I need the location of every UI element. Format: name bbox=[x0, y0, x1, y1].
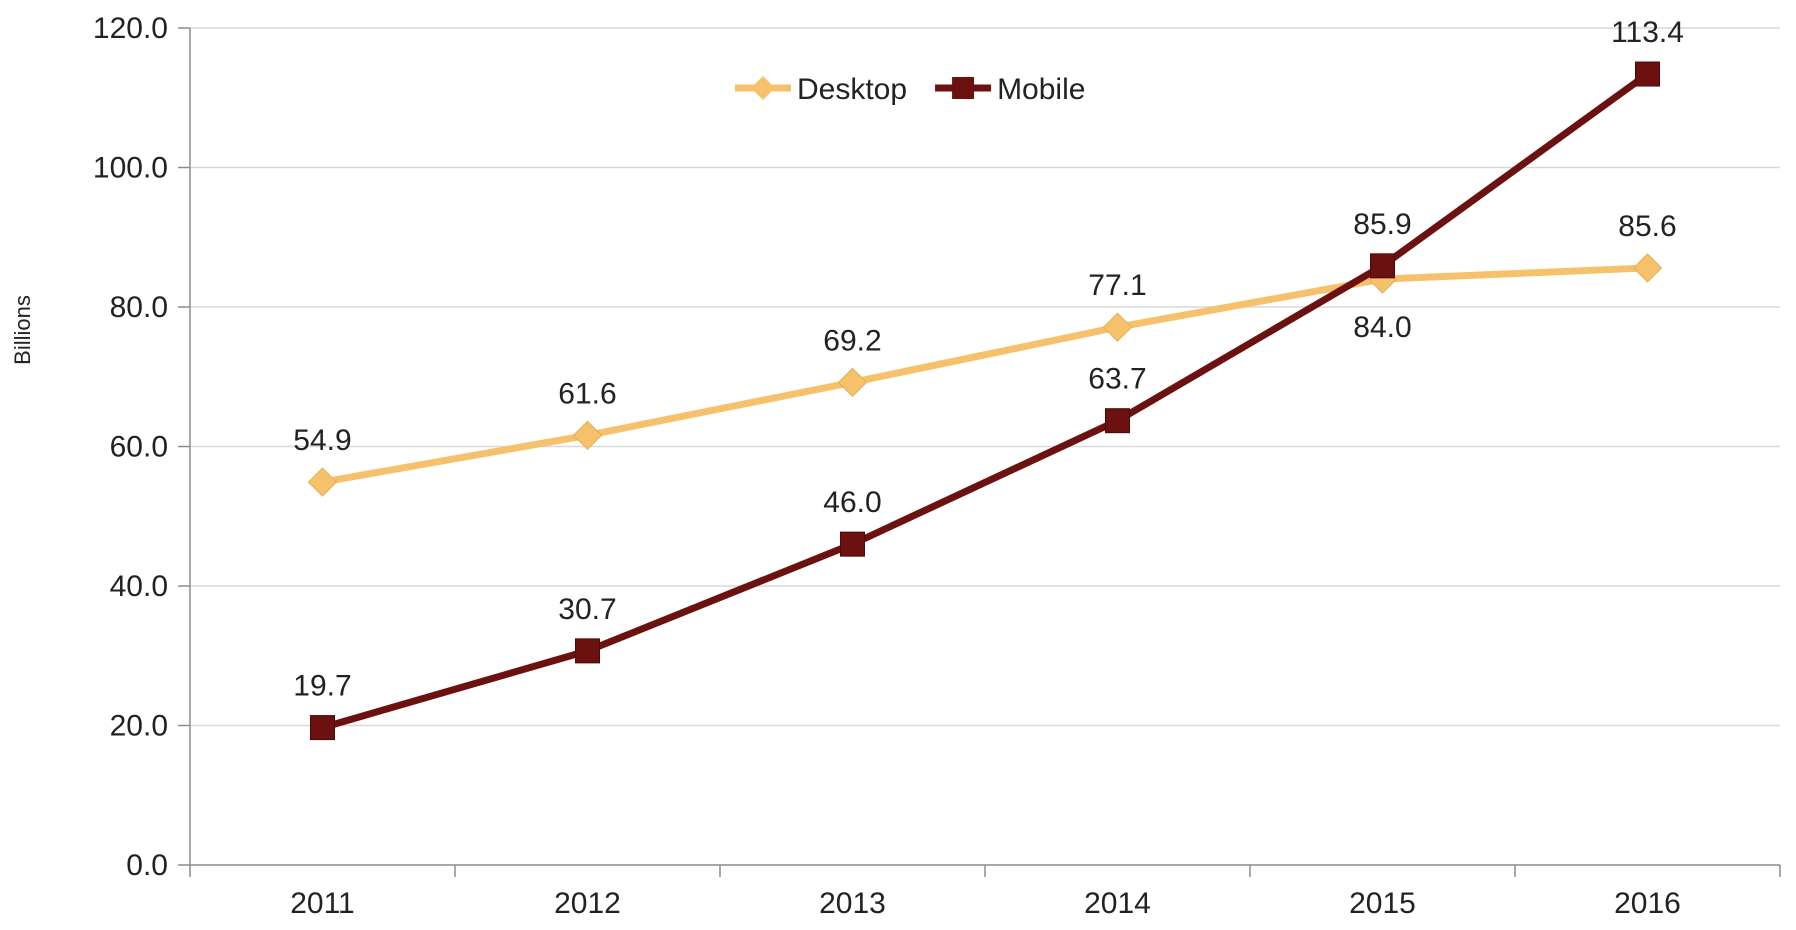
data-label-desktop: 84.0 bbox=[1353, 311, 1411, 344]
x-tick-label: 2013 bbox=[819, 887, 886, 920]
x-tick-label: 2014 bbox=[1084, 887, 1151, 920]
marker-desktop-point bbox=[307, 467, 338, 497]
x-tick-label: 2011 bbox=[290, 887, 355, 920]
y-tick-label: 100.0 bbox=[93, 152, 168, 185]
data-label-mobile: 63.7 bbox=[1088, 363, 1146, 396]
marker-mobile-point bbox=[1105, 408, 1130, 434]
data-labels: 54.9 61.6 69.2 77.1 84.0 85.6 19.7 30.7 46.0 63.7… bbox=[293, 16, 1684, 703]
data-label-mobile: 30.7 bbox=[558, 593, 616, 626]
marker-mobile-point bbox=[1635, 61, 1660, 87]
y-tick-label: 20.0 bbox=[110, 710, 168, 743]
series-lines bbox=[307, 61, 1663, 741]
y-tick-label: 120.0 bbox=[93, 12, 168, 45]
legend-marker-mobile bbox=[952, 77, 975, 99]
marker-mobile-point bbox=[575, 638, 600, 664]
series-line-desktop bbox=[319, 264, 1651, 486]
data-label-mobile: 85.9 bbox=[1353, 208, 1411, 241]
data-label-desktop: 77.1 bbox=[1088, 269, 1146, 302]
data-label-desktop: 54.9 bbox=[293, 424, 351, 457]
y-tick-label: 0.0 bbox=[126, 849, 168, 882]
x-tick-label: 2012 bbox=[554, 887, 621, 920]
data-label-desktop: 69.2 bbox=[823, 324, 881, 357]
x-tick-label: 2015 bbox=[1349, 887, 1416, 920]
data-label-mobile: 46.0 bbox=[823, 486, 881, 519]
y-axis-title: Billions bbox=[10, 295, 35, 365]
legend-label-desktop: Desktop bbox=[797, 73, 907, 106]
data-label-mobile: 19.7 bbox=[293, 670, 351, 703]
y-tick-label: 60.0 bbox=[110, 431, 168, 464]
legend-label-mobile: Mobile bbox=[997, 73, 1085, 106]
marker-desktop-point bbox=[1632, 253, 1663, 283]
axes: 0.0 20.0 40.0 60.0 80.0 100.0 120.0 2011 2012 201… bbox=[93, 12, 1781, 920]
data-label-desktop: 85.6 bbox=[1618, 210, 1676, 243]
marker-desktop-point bbox=[1102, 312, 1133, 342]
marker-desktop-point bbox=[572, 420, 603, 451]
data-label-mobile: 113.4 bbox=[1611, 16, 1684, 49]
marker-mobile-point bbox=[840, 531, 865, 557]
legend-marker-desktop bbox=[751, 76, 775, 100]
gridlines bbox=[190, 27, 1780, 727]
y-tick-label: 40.0 bbox=[110, 570, 168, 603]
marker-desktop-point bbox=[837, 367, 868, 398]
y-tick-label: 80.0 bbox=[110, 291, 168, 324]
data-label-desktop: 61.6 bbox=[558, 377, 616, 410]
series-line-mobile bbox=[319, 70, 1651, 732]
marker-mobile-point bbox=[1370, 253, 1395, 279]
x-tick-label: 2016 bbox=[1614, 887, 1681, 920]
marker-mobile-point bbox=[310, 715, 335, 741]
legend: Desktop Mobile bbox=[735, 73, 1085, 106]
